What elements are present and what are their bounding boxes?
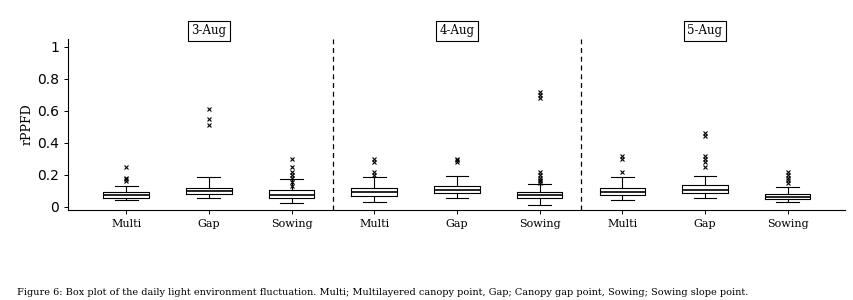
Text: 4-Aug: 4-Aug <box>439 24 473 37</box>
Text: 3-Aug: 3-Aug <box>191 24 226 37</box>
Text: 5-Aug: 5-Aug <box>687 24 722 37</box>
Text: Figure 6: Box plot of the daily light environment fluctuation. Multi; Multilayer: Figure 6: Box plot of the daily light en… <box>17 288 747 297</box>
Y-axis label: rPPFD: rPPFD <box>20 103 33 146</box>
